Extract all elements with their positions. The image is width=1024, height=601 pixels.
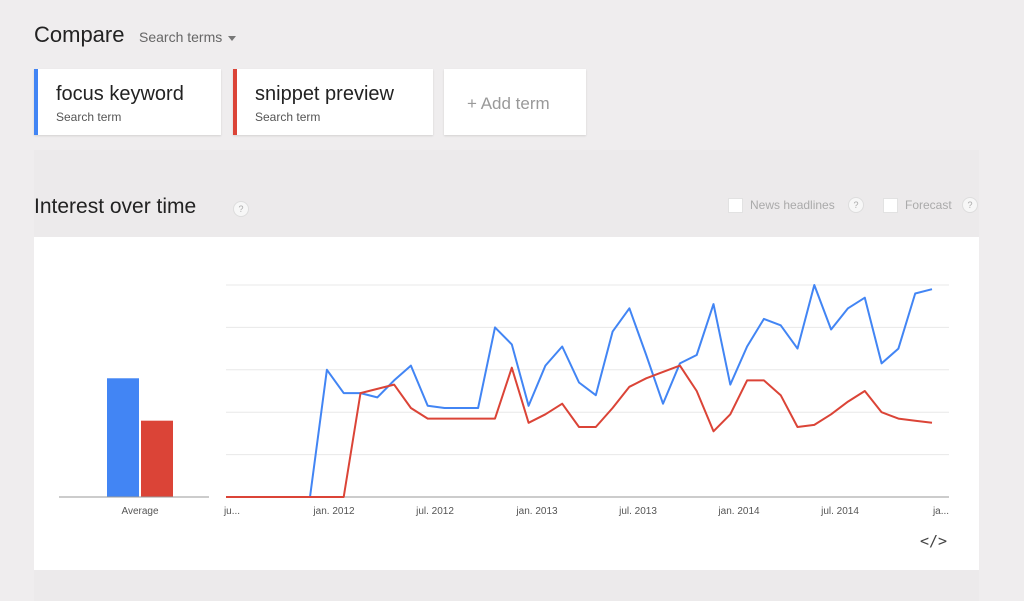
section-title: Interest over time <box>34 195 197 218</box>
embed-code-icon[interactable]: </> <box>920 532 948 550</box>
term-color-bar <box>34 69 38 135</box>
term-name: focus keyword <box>56 83 184 105</box>
forecast-label: Forecast <box>905 198 952 212</box>
chart-panel: Average ju... jan. 2012 jul. 2012 jan. 2013 j… <box>34 237 979 570</box>
term-sublabel: Search term <box>255 110 321 124</box>
x-tick-label: jul. 2013 <box>618 506 657 517</box>
average-bar <box>107 378 139 497</box>
x-tick-label: jan. 2013 <box>515 506 558 517</box>
forecast-checkbox[interactable] <box>883 198 898 213</box>
x-tick-label: jan. 2014 <box>717 506 760 517</box>
term-name: snippet preview <box>255 83 394 105</box>
news-headlines-checkbox[interactable] <box>728 198 743 213</box>
help-icon[interactable]: ? <box>848 197 864 213</box>
x-tick-label: ju... <box>223 506 240 517</box>
x-tick-label: jul. 2014 <box>820 506 859 517</box>
term-card-snippet-preview[interactable]: snippet preview Search term <box>233 69 433 135</box>
series-line-focus-keyword <box>226 284 933 498</box>
help-icon[interactable]: ? <box>233 201 249 217</box>
x-tick-label: jan. 2012 <box>312 506 355 517</box>
term-card-focus-keyword[interactable]: focus keyword Search term <box>34 69 221 135</box>
average-bar <box>141 420 173 497</box>
add-term-button[interactable]: + Add term <box>444 69 586 135</box>
news-headlines-label: News headlines <box>750 198 835 212</box>
help-icon[interactable]: ? <box>962 197 978 213</box>
x-tick-label: jul. 2012 <box>415 506 454 517</box>
average-label: Average <box>121 506 159 517</box>
add-term-label: + Add term <box>467 94 550 113</box>
term-color-bar <box>233 69 237 135</box>
term-sublabel: Search term <box>56 110 122 124</box>
search-terms-label: Search terms <box>139 29 223 45</box>
x-tick-label: ja... <box>932 506 949 517</box>
interest-chart: Average ju... jan. 2012 jul. 2012 jan. 2013 j… <box>59 284 949 517</box>
search-terms-dropdown[interactable]: Search terms <box>139 29 237 45</box>
series-line-snippet-preview <box>226 364 933 498</box>
page-title: Compare <box>34 22 125 47</box>
caret-down-icon <box>228 35 237 41</box>
